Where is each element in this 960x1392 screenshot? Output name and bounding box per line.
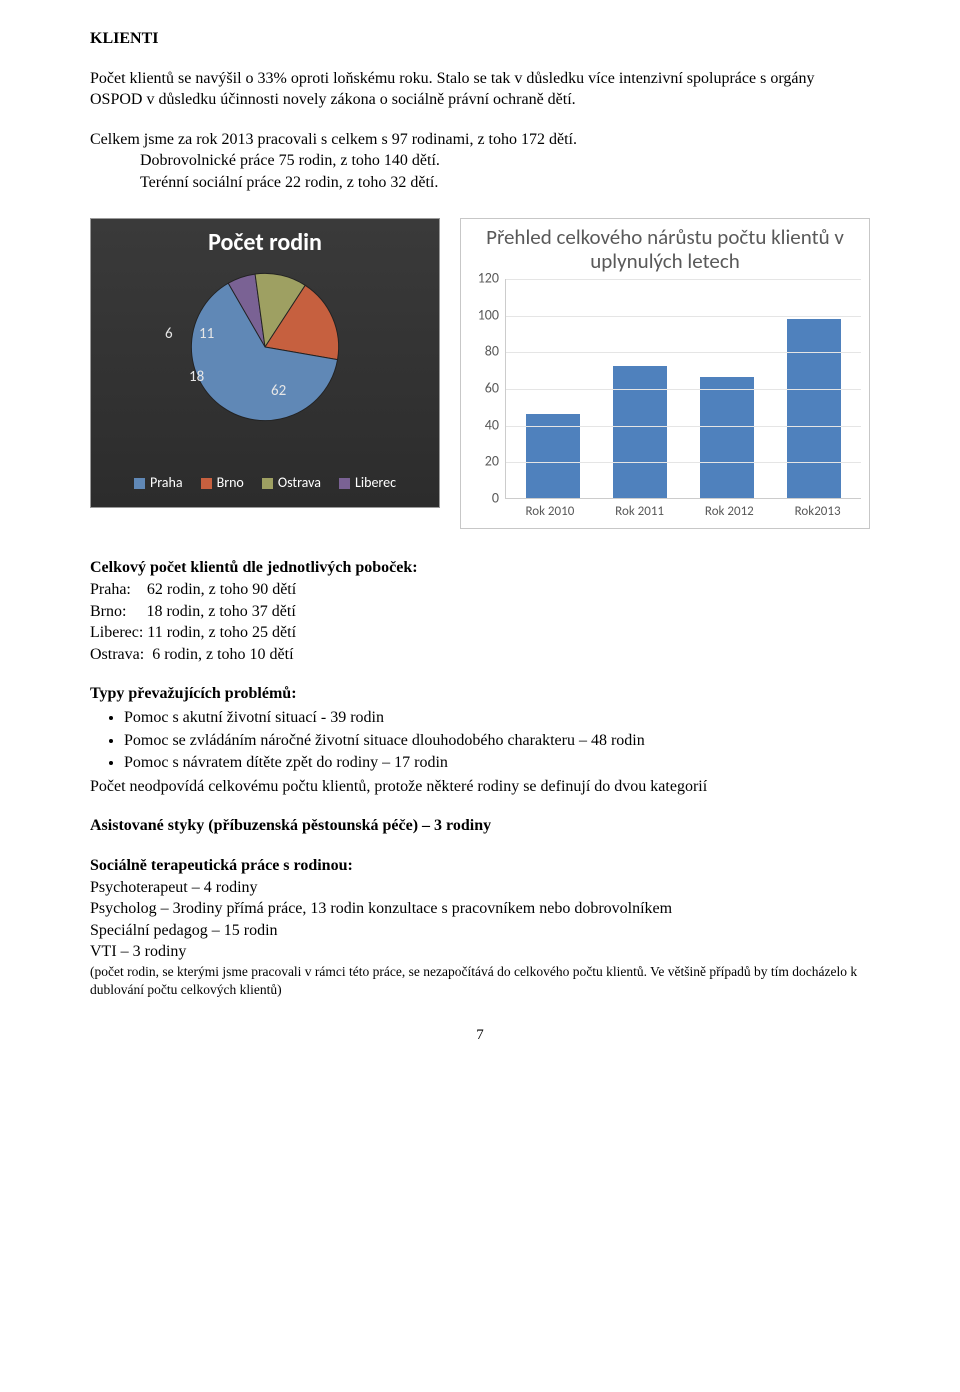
problems-title: Typy převažujících problémů: [90,683,870,705]
branches-title: Celkový počet klientů dle jednotlivých p… [90,557,870,579]
legend-swatch-icon [339,478,350,489]
bar-chart-title: Přehled celkového nárůstu počtu klientů … [469,225,861,273]
bar-grid-line [506,389,861,390]
page-number: 7 [90,1025,870,1045]
legend-swatch-icon [134,478,145,489]
bar-rok2012 [700,377,754,497]
bar-x-label: Rok 2011 [615,503,664,521]
p2-line1: Celkem jsme za rok 2013 pracovali s celk… [90,129,870,151]
bar-x-label: Rok 2010 [525,503,574,521]
pie-slice-label-liberec: 6 [165,324,173,344]
therapy-line: Speciální pedagog – 15 rodin [90,920,870,942]
bar-y-tick: 60 [485,379,499,398]
therapy-title: Sociálně terapeutická práce s rodinou: [90,855,870,877]
therapy-line: VTI – 3 rodiny [90,941,870,963]
pie-legend-item-ostrava: Ostrava [262,474,321,493]
bar-rok2011 [613,366,667,497]
bar-x-label: Rok2013 [795,503,841,521]
bar-y-tick: 0 [492,489,499,508]
bar-plot-area [505,279,861,499]
pie-legend: Praha Brno Ostrava Liberec [91,474,439,493]
problems-note: Počet neodpovídá celkovému počtu klientů… [90,776,870,798]
problems-block: Typy převažujících problémů: Pomoc s aku… [90,683,870,797]
therapy-line: Psychoterapeut – 4 rodiny [90,877,870,899]
legend-label: Praha [150,474,183,493]
intro-paragraph-1: Počet klientů se navýšil o 33% oproti lo… [90,68,870,111]
pie-slice-label-praha: 62 [271,381,286,401]
legend-label: Liberec [355,474,396,493]
pie-svg [185,267,345,427]
branch-row: Liberec: 11 rodin, z toho 25 dětí [90,622,870,644]
bar-y-axis: 020406080100120 [469,279,505,499]
page-heading: KLIENTI [90,28,870,50]
pie-legend-item-liberec: Liberec [339,474,396,493]
pie-slice-label-brno: 18 [189,367,204,387]
pie-legend-item-brno: Brno [201,474,244,493]
bar-y-tick: 120 [478,269,499,288]
pie-chart [185,267,345,427]
pie-legend-item-praha: Praha [134,474,183,493]
problem-item: Pomoc s akutní životní situací - 39 rodi… [124,707,870,729]
charts-row: Počet rodin 6 11 18 62 Praha Brno Ostrava L… [90,218,870,530]
branches-block: Celkový počet klientů dle jednotlivých p… [90,557,870,665]
pie-slice-label-ostrava: 11 [199,324,214,344]
p2-line2: Dobrovolnické práce 75 rodin, z toho 140… [140,150,870,172]
bar-x-axis: Rok 2010 Rok 2011 Rok 2012 Rok2013 [469,503,861,521]
bar-grid-line [506,462,861,463]
bar-y-tick: 100 [478,306,499,325]
therapy-block: Sociálně terapeutická práce s rodinou: P… [90,855,870,999]
bar-y-tick: 20 [485,453,499,472]
pie-chart-panel: Počet rodin 6 11 18 62 Praha Brno Ostrava L… [90,218,440,508]
legend-label: Ostrava [278,474,321,493]
therapy-line: Psycholog – 3rodiny přímá práce, 13 rodi… [90,898,870,920]
branch-row: Praha: 62 rodin, z toho 90 dětí [90,579,870,601]
p2-line3: Terénní sociální práce 22 rodin, z toho … [140,172,870,194]
problem-item: Pomoc s návratem dítěte zpět do rodiny –… [124,752,870,774]
bar-x-label: Rok 2012 [705,503,754,521]
legend-swatch-icon [201,478,212,489]
problem-item: Pomoc se zvládáním náročné životní situa… [124,730,870,752]
legend-swatch-icon [262,478,273,489]
problems-list: Pomoc s akutní životní situací - 39 rodi… [90,707,870,774]
pie-chart-title: Počet rodin [91,219,439,259]
bar-grid-line [506,316,861,317]
branch-row: Ostrava: 6 rodin, z toho 10 dětí [90,644,870,666]
bar-y-tick: 40 [485,416,499,435]
legend-label: Brno [217,474,244,493]
bar-grid-line [506,426,861,427]
therapy-footnote: (počet rodin, se kterými jsme pracovali … [90,963,870,999]
bar-chart-panel: Přehled celkového nárůstu počtu klientů … [460,218,870,530]
bar-rok2013 [787,319,841,498]
bar-y-tick: 80 [485,343,499,362]
bar-grid-line [506,279,861,280]
bar-grid-line [506,352,861,353]
branch-row: Brno: 18 rodin, z toho 37 dětí [90,601,870,623]
intro-paragraph-2: Celkem jsme za rok 2013 pracovali s celk… [90,129,870,194]
assist-line: Asistované styky (příbuzenská pěstounská… [90,815,870,837]
